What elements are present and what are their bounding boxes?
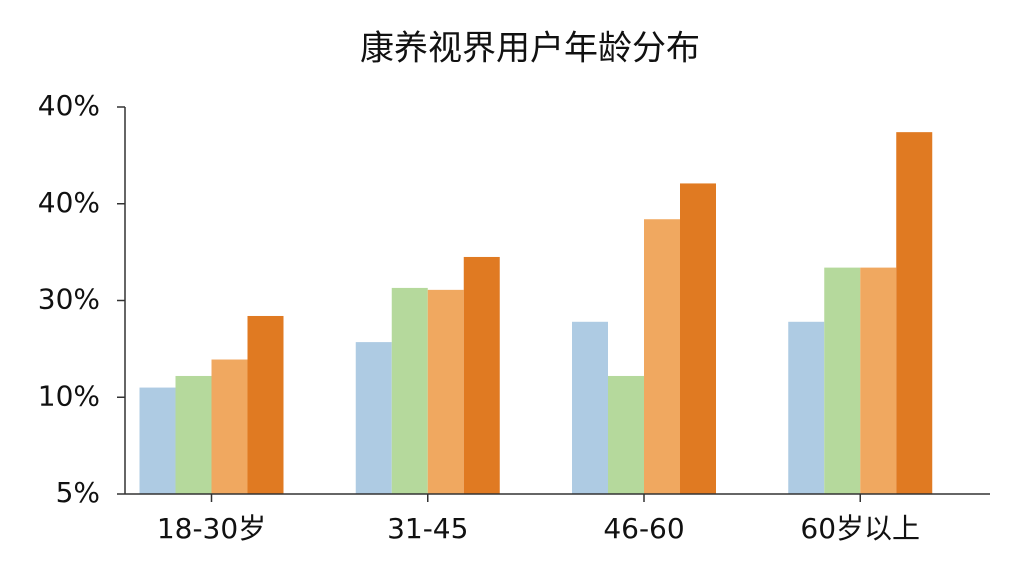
bar bbox=[572, 321, 608, 494]
y-tick-label: 40% bbox=[38, 89, 100, 122]
y-tick-label: 5% bbox=[56, 476, 100, 509]
bar bbox=[211, 359, 248, 494]
bar bbox=[427, 289, 464, 494]
bar bbox=[139, 387, 176, 494]
bar bbox=[608, 375, 644, 494]
y-tick-label: 30% bbox=[38, 283, 100, 316]
bar bbox=[175, 375, 212, 494]
bar bbox=[644, 219, 680, 495]
bar bbox=[680, 183, 716, 494]
chart-title: 康养视界用户年龄分布 bbox=[360, 29, 700, 69]
bar bbox=[860, 267, 897, 494]
bar bbox=[355, 342, 392, 494]
bar bbox=[463, 256, 500, 494]
bar bbox=[247, 315, 284, 494]
bar bbox=[824, 267, 861, 494]
x-tick-label: 60岁以上 bbox=[800, 512, 920, 545]
y-tick-label: 10% bbox=[38, 379, 100, 412]
y-tick-label: 40% bbox=[38, 186, 100, 219]
x-tick-label: 18-30岁 bbox=[157, 512, 266, 545]
bar bbox=[788, 321, 825, 494]
x-tick-label: 46-60 bbox=[603, 512, 684, 545]
bar bbox=[896, 132, 933, 494]
bar bbox=[391, 287, 428, 494]
x-tick-label: 31-45 bbox=[387, 512, 468, 545]
